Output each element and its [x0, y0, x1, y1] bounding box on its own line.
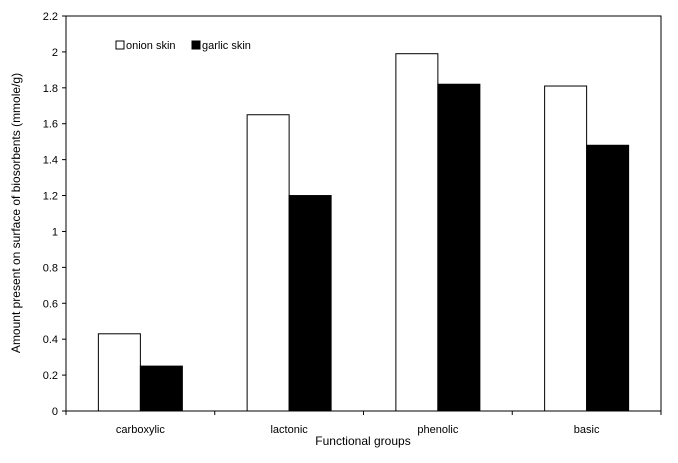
- y-tick-label: 0.2: [43, 370, 58, 382]
- x-axis-title: Functional groups: [315, 434, 410, 448]
- y-axis-title: Amount present on surface of biosorbents…: [9, 73, 23, 353]
- x-tick-label: basic: [574, 424, 600, 436]
- y-tick-label: 1.2: [43, 191, 58, 203]
- bar-garlic-skin-phenolic: [437, 83, 481, 412]
- bar-onion-skin-carboxylic: [97, 333, 141, 412]
- y-tick-label: 0: [52, 406, 58, 418]
- bars: [97, 53, 630, 412]
- y-tick-label: 1: [52, 226, 58, 238]
- y-tick-label: 0.8: [43, 262, 58, 274]
- bar-onion-skin-phenolic: [395, 53, 439, 412]
- legend-swatch-garlic-skin: [191, 40, 201, 50]
- bar-garlic-skin-carboxylic: [139, 365, 183, 412]
- y-tick-label: 1.4: [43, 155, 58, 167]
- bar-garlic-skin-lactonic: [288, 195, 332, 412]
- y-tick-label: 1.8: [43, 83, 58, 95]
- x-tick-label: lactonic: [270, 424, 308, 436]
- legend-swatch-onion-skin: [115, 40, 125, 50]
- y-tick-label: 2: [52, 47, 58, 59]
- y-tick-label: 1.6: [43, 119, 58, 131]
- y-tick-label: 0.6: [43, 298, 58, 310]
- bar-garlic-skin-basic: [586, 144, 630, 412]
- x-tick-label: phenolic: [417, 424, 458, 436]
- y-axis: 0 0.2 0.4 0.6 0.8 1 1.2 1.4 1.6 1.8 2 2.2: [43, 11, 66, 418]
- legend: onion skin garlic skin: [115, 40, 251, 52]
- x-tick-label: carboxylic: [116, 424, 165, 436]
- x-axis: carboxylic lactonic phenolic basic: [65, 411, 662, 436]
- y-tick-label: 2.2: [43, 11, 58, 23]
- legend-label-garlic-skin: garlic skin: [202, 40, 251, 52]
- y-tick-label: 0.4: [43, 334, 58, 346]
- bar-onion-skin-basic: [544, 85, 588, 412]
- legend-label-onion-skin: onion skin: [126, 40, 176, 52]
- bar-onion-skin-lactonic: [246, 114, 290, 412]
